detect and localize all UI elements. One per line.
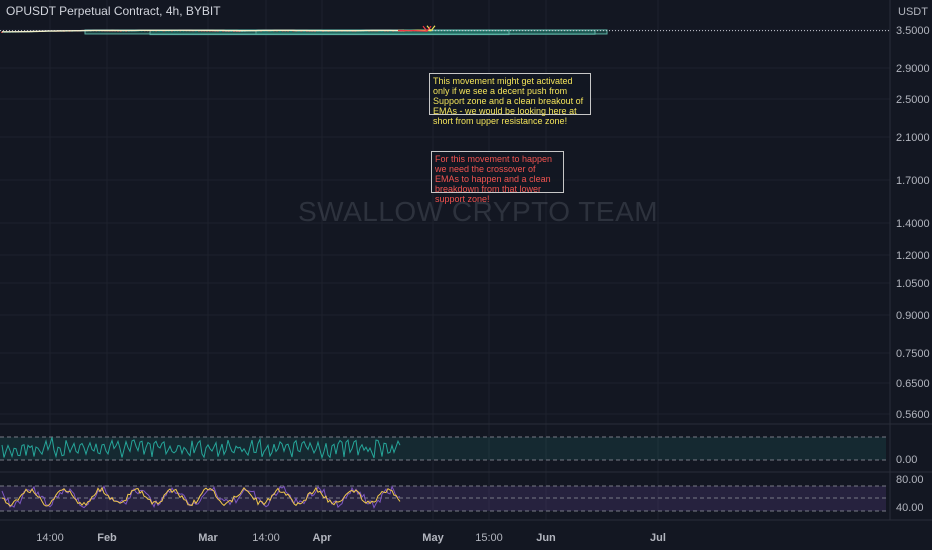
price-tick-label: 0.6500 [896,378,930,390]
bearish-arrowhead [422,25,432,33]
osc2-line [1,486,401,507]
osc1-band [0,437,886,460]
price-axis[interactable]: 3.5000 2.9000 2.5000 2.1000 1.7000 1.4000 1.20… [896,25,930,421]
chart-grid [0,0,932,521]
candle-body [200,30,203,32]
price-tick-label: 0.5600 [896,409,930,421]
price-tick-label: 1.0500 [896,278,930,290]
ema-slow-line [2,29,404,33]
price-tick-label: 0.9000 [896,310,930,322]
time-axis[interactable]: 14:00 Feb Mar 14:00 Apr May 15:00 Jun Jul [36,532,666,544]
price-tick-label: 2.1000 [896,132,930,144]
price-tick-label: 2.9000 [896,63,930,75]
time-tick-label: Apr [313,532,333,544]
time-tick-label: May [422,532,444,544]
time-tick-label: 15:00 [475,532,503,544]
time-tick-label: Jul [650,532,666,544]
oscillator-panel-2: 80.00 40.00 [0,474,924,514]
time-tick-label: 14:00 [36,532,64,544]
price-tick-label: 1.2000 [896,250,930,262]
price-tick-label: 0.7500 [896,348,930,360]
osc1-line [1,437,401,460]
projection-paths [397,25,436,33]
price-tick-label: 3.5000 [896,25,930,37]
time-tick-label: Feb [97,532,117,544]
price-tick-label: 2.5000 [896,94,930,106]
chart-title: OPUSDT Perpetual Contract, 4h, BYBIT [6,4,221,18]
bearish-projection [397,29,428,32]
bearish-scenario-note: For this movement to happen we need the … [431,151,564,204]
candle-body [211,30,214,32]
candle-body [235,30,238,32]
osc2-tick-label: 40.00 [896,502,924,514]
candle-body [227,30,230,32]
time-tick-label: Mar [198,532,218,544]
candle-body [230,30,233,32]
price-tick-label: 1.4000 [896,218,930,230]
osc2-tick-label: 80.00 [896,474,924,486]
time-tick-label: Jun [536,532,556,544]
osc1-tick-label: 0.00 [896,454,917,466]
ema-lines [2,29,404,33]
bullish-scenario-note: This movement might get activated only i… [429,73,591,126]
oscillator-panel-1: 0.00 [0,436,917,466]
price-tick-label: 1.7000 [896,175,930,187]
time-tick-label: 14:00 [252,532,280,544]
watermark: SWALLOW CRYPTO TEAM [298,196,659,227]
bullish-arrowhead [426,25,436,32]
price-unit: USDT [898,6,928,18]
